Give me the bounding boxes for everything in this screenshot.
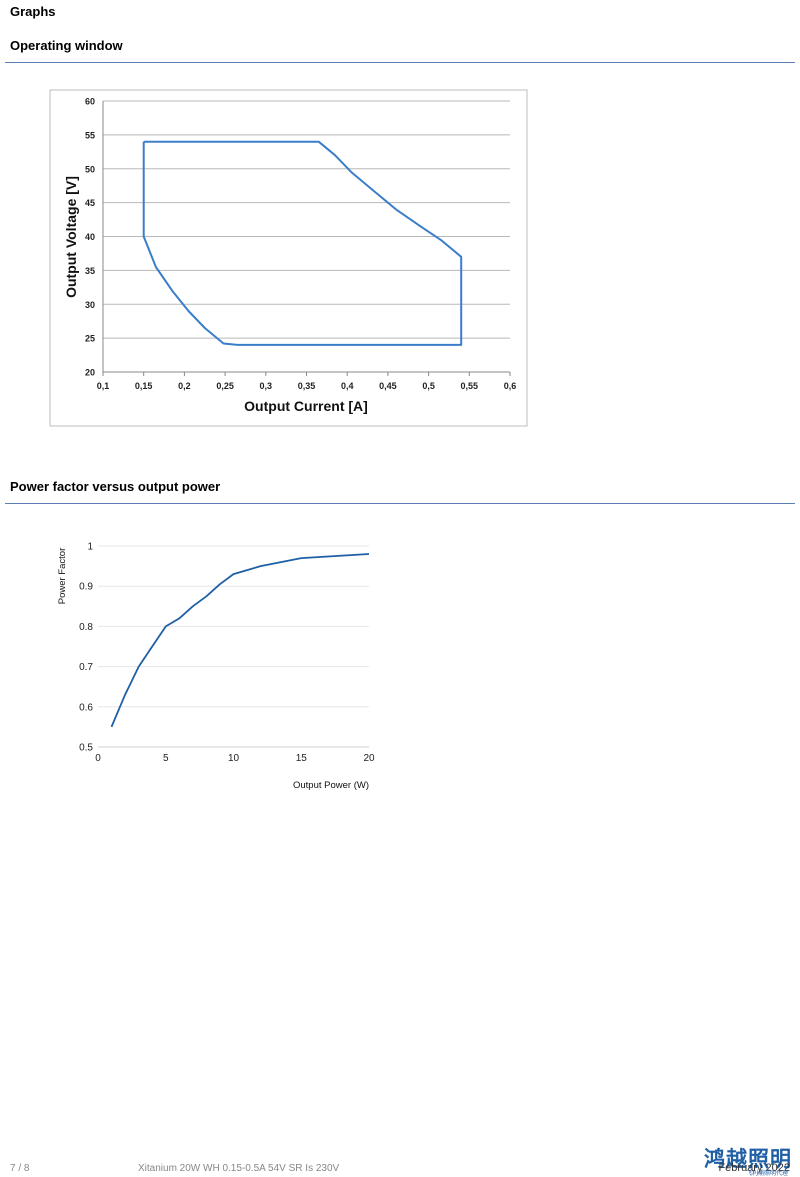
x-tick-label: 10 [228,753,240,764]
x-tick-label: 0,3 [260,381,273,391]
section-title-power-factor: Power factor versus output power [10,479,221,494]
x-tick-label: 5 [163,753,169,764]
x-tick-label: 0,6 [504,381,517,391]
section-title-operating-window: Operating window [10,38,123,53]
y-tick-label: 60 [85,97,95,107]
y-tick-label: 0.9 [79,582,93,593]
y-tick-label: 45 [85,198,95,208]
x-tick-label: 0,2 [178,381,191,391]
y-tick-label: 20 [85,368,95,378]
chart-frame [49,89,528,427]
x-tick-label: 0,25 [216,381,234,391]
logo-text: 鸿越照明 [704,1147,792,1171]
x-axis-label: Output Power (W) [293,780,369,791]
series-line [142,140,463,346]
footer-product-name: Xitanium 20W WH 0.15-0.5A 54V SR Is 230V [138,1163,340,1174]
y-tick-label: 1 [87,542,93,553]
y-axis-label: Power Factor [57,548,68,605]
y-tick-label: 35 [85,266,95,276]
x-tick-label: 0,1 [97,381,110,391]
section-divider [5,62,795,63]
y-axis-label: Output Voltage [V] [63,176,79,298]
x-tick-label: 15 [296,753,308,764]
x-tick-label: 0,4 [341,381,354,391]
y-tick-label: 0.6 [79,702,93,713]
footer-page-number: 7 / 8 [10,1163,30,1174]
logo-subtext: 飞利浦照明代理 [745,1171,788,1177]
x-tick-label: 0,15 [135,381,153,391]
x-tick-label: 0,5 [422,381,435,391]
y-tick-label: 50 [85,164,95,174]
operating-window-chart: 20 25 30 35 40 45 50 55 60 0,1 0,15 0,2 0,25 0,3 0,35 0… [49,89,528,427]
y-tick-label: 40 [85,232,95,242]
x-tick-label: 0,35 [298,381,316,391]
y-tick-label: 55 [85,130,95,140]
page-heading: Graphs [10,4,56,19]
x-axis-label: Output Current [A] [244,398,368,414]
x-tick-label: 0 [95,753,101,764]
x-tick-label: 20 [363,753,375,764]
section-divider [5,503,795,504]
footer-date: February 2022 [718,1162,790,1174]
y-tick-label: 25 [85,334,95,344]
x-tick-label: 0,55 [461,381,479,391]
y-tick-label: 0.8 [79,622,93,633]
y-tick-label: 0.7 [79,662,93,673]
series-line [110,553,370,728]
y-tick-label: 0.5 [79,743,93,754]
y-tick-label: 30 [85,300,95,310]
x-tick-label: 0,45 [379,381,397,391]
